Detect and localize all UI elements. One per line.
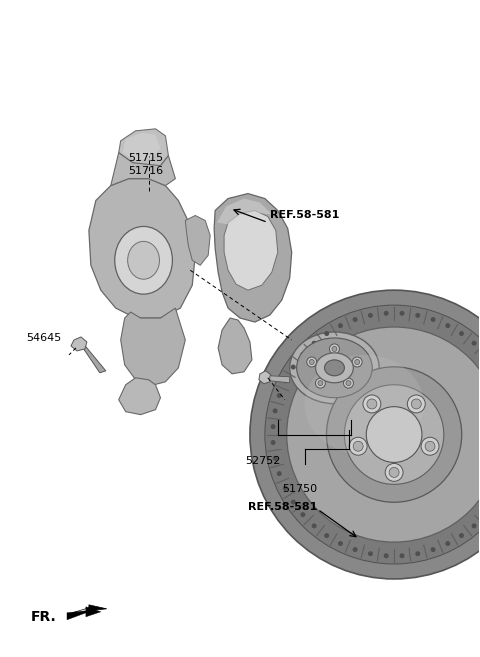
Circle shape	[353, 547, 358, 552]
Polygon shape	[185, 215, 210, 265]
Circle shape	[283, 486, 288, 491]
Circle shape	[324, 331, 329, 336]
Circle shape	[366, 407, 422, 463]
Circle shape	[411, 399, 421, 409]
Circle shape	[368, 551, 373, 556]
Polygon shape	[218, 318, 252, 374]
Circle shape	[300, 512, 305, 517]
Circle shape	[329, 344, 339, 354]
Polygon shape	[120, 308, 185, 386]
Circle shape	[459, 331, 464, 336]
Ellipse shape	[128, 241, 159, 279]
Circle shape	[415, 551, 420, 556]
Ellipse shape	[115, 227, 172, 294]
Circle shape	[300, 352, 305, 357]
Circle shape	[399, 553, 405, 558]
Circle shape	[349, 438, 367, 455]
Polygon shape	[217, 198, 272, 225]
Circle shape	[353, 442, 363, 451]
Text: 51750: 51750	[282, 484, 317, 494]
Circle shape	[265, 305, 480, 564]
Circle shape	[309, 359, 314, 365]
Polygon shape	[224, 210, 278, 290]
Circle shape	[273, 456, 277, 461]
Circle shape	[291, 499, 296, 505]
Circle shape	[384, 311, 389, 316]
Text: FR.: FR.	[31, 610, 57, 623]
Polygon shape	[69, 605, 107, 614]
Circle shape	[385, 463, 403, 482]
Circle shape	[312, 341, 317, 346]
Circle shape	[344, 378, 353, 388]
Circle shape	[445, 541, 450, 546]
Circle shape	[353, 317, 358, 322]
Polygon shape	[259, 371, 271, 384]
Circle shape	[471, 524, 477, 528]
Text: REF.58-581: REF.58-581	[248, 502, 317, 512]
Circle shape	[355, 359, 360, 365]
Circle shape	[273, 409, 277, 413]
Circle shape	[445, 323, 450, 328]
Polygon shape	[119, 129, 168, 169]
Text: 51715
51716: 51715 51716	[129, 153, 164, 175]
Polygon shape	[89, 179, 195, 318]
Circle shape	[338, 323, 343, 328]
Circle shape	[389, 467, 399, 478]
Circle shape	[277, 471, 282, 476]
Circle shape	[291, 365, 296, 369]
Polygon shape	[119, 378, 160, 415]
Circle shape	[326, 367, 462, 502]
Circle shape	[408, 395, 425, 413]
Circle shape	[431, 547, 435, 552]
Ellipse shape	[324, 360, 344, 376]
Polygon shape	[79, 342, 106, 373]
Circle shape	[363, 395, 381, 413]
Polygon shape	[71, 337, 87, 351]
Circle shape	[367, 399, 377, 409]
Circle shape	[399, 311, 405, 316]
Ellipse shape	[315, 353, 353, 383]
Circle shape	[431, 317, 435, 322]
Polygon shape	[270, 376, 290, 383]
Circle shape	[250, 290, 480, 579]
Polygon shape	[111, 152, 175, 186]
Text: REF.58-581: REF.58-581	[270, 210, 339, 221]
Circle shape	[421, 438, 439, 455]
Circle shape	[324, 533, 329, 538]
Circle shape	[271, 424, 276, 429]
Text: 52752: 52752	[245, 457, 280, 466]
Circle shape	[315, 378, 325, 388]
Circle shape	[312, 524, 317, 528]
Circle shape	[277, 393, 282, 398]
Circle shape	[368, 313, 373, 318]
Circle shape	[415, 313, 420, 318]
Circle shape	[338, 541, 343, 546]
Polygon shape	[214, 194, 292, 322]
Circle shape	[332, 346, 337, 351]
Ellipse shape	[297, 338, 372, 397]
Polygon shape	[123, 133, 160, 161]
Text: 54645: 54645	[26, 333, 61, 343]
Polygon shape	[67, 607, 101, 620]
Circle shape	[346, 380, 351, 386]
Circle shape	[271, 440, 276, 445]
Ellipse shape	[305, 355, 424, 455]
Circle shape	[459, 533, 464, 538]
Circle shape	[425, 442, 435, 451]
Circle shape	[283, 378, 288, 383]
Circle shape	[318, 380, 323, 386]
Circle shape	[352, 357, 362, 367]
Ellipse shape	[290, 332, 379, 403]
Circle shape	[287, 327, 480, 542]
Circle shape	[471, 341, 477, 346]
Circle shape	[384, 553, 389, 558]
Circle shape	[307, 357, 317, 367]
Circle shape	[344, 385, 444, 484]
